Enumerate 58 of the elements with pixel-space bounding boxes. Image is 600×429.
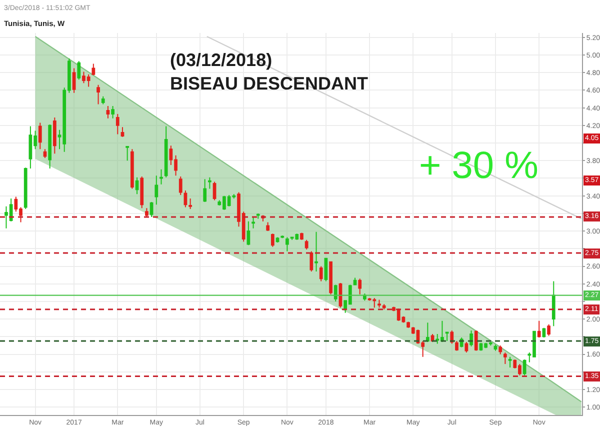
candlestick <box>508 356 512 368</box>
candlestick <box>150 202 154 218</box>
candlestick <box>111 106 114 119</box>
candlestick <box>455 340 458 352</box>
candlestick <box>537 320 541 338</box>
candlestick <box>116 113 120 135</box>
candlestick <box>426 322 430 342</box>
candlestick <box>135 176 139 195</box>
candlestick <box>72 68 76 94</box>
candlestick <box>304 239 308 250</box>
candlestick <box>504 352 507 364</box>
candlestick <box>378 299 381 308</box>
candlestick <box>334 284 338 302</box>
candlestick <box>252 216 255 229</box>
candlestick <box>77 60 81 80</box>
candlestick <box>464 341 468 354</box>
candlestick <box>494 344 498 352</box>
candlestick <box>52 117 56 154</box>
candlestick <box>474 330 478 352</box>
candlestick <box>160 168 163 185</box>
candlestick <box>96 84 100 105</box>
annotation: + 30 % <box>419 145 538 187</box>
candlestick <box>48 124 52 170</box>
candlestick <box>188 198 192 210</box>
candlestick <box>552 280 556 327</box>
candlestick <box>358 278 362 295</box>
candlestick <box>92 63 96 76</box>
candlestick <box>154 175 158 206</box>
candlestick <box>522 359 526 376</box>
candlestick <box>246 220 250 246</box>
candlestick <box>126 146 130 162</box>
candlestick <box>164 126 168 178</box>
candlestick <box>329 261 332 295</box>
candlestick <box>120 126 124 138</box>
candlestick <box>406 321 410 328</box>
candlestick <box>106 106 110 119</box>
candlestick <box>266 222 270 232</box>
candlestick <box>203 178 207 202</box>
candlestick <box>130 148 134 190</box>
candlestick <box>286 236 289 252</box>
candlestick <box>300 232 304 240</box>
candlestick <box>270 233 274 248</box>
text: (03/12/2018) BISEAU DESCENDANT <box>170 50 368 94</box>
candlestick <box>256 212 260 220</box>
candlestick <box>547 324 550 336</box>
candlestick <box>445 332 449 342</box>
candlestick <box>319 266 323 282</box>
candlestick <box>140 176 144 209</box>
candlestick <box>24 167 28 210</box>
candlestick <box>101 96 105 105</box>
candlestick <box>382 304 386 310</box>
candlestick <box>208 176 212 190</box>
candlestick <box>145 208 148 218</box>
candlestick <box>314 231 318 272</box>
candlestick <box>498 344 502 355</box>
candlestick <box>38 122 42 150</box>
candlestick <box>310 250 314 272</box>
candlestick <box>43 148 47 158</box>
